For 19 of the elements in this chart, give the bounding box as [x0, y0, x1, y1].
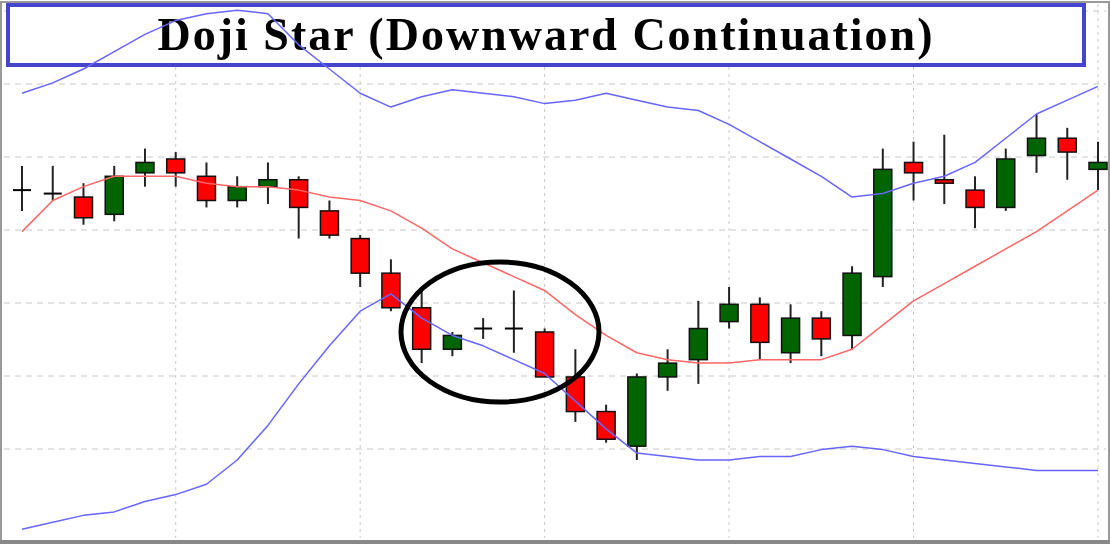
- candlestick: [42, 164, 63, 202]
- candlestick: [1088, 140, 1108, 192]
- candlestick: [258, 161, 278, 205]
- candlestick: [473, 317, 494, 340]
- candlestick: [503, 289, 524, 354]
- candlestick: [719, 286, 739, 330]
- candlestick: [903, 140, 924, 202]
- candlestick: [811, 310, 832, 358]
- candlestick: [442, 330, 463, 358]
- candlestick: [165, 151, 186, 188]
- candlestick: [227, 175, 247, 209]
- candlestick: [934, 133, 955, 205]
- candlestick: [135, 147, 155, 188]
- candlestick: [965, 175, 985, 230]
- candlestick: [12, 164, 32, 212]
- candlestick: [1057, 126, 1078, 181]
- candlestick: [1026, 113, 1047, 174]
- candlestick: [73, 182, 94, 226]
- candlestick: [657, 348, 678, 392]
